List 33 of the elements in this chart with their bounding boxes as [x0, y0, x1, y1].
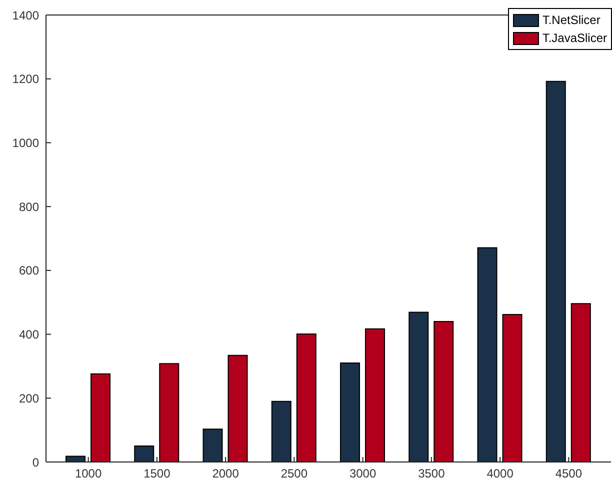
y-tick-label: 0	[32, 455, 40, 470]
bar	[271, 400, 292, 462]
x-tick-label: 3500	[418, 466, 446, 481]
y-tick-label: 1200	[12, 72, 40, 86]
bar	[159, 363, 180, 462]
x-tick-label: 2500	[280, 466, 308, 481]
y-tick-label: 800	[18, 200, 40, 214]
x-tick-label: 4500	[555, 466, 582, 481]
bar	[90, 373, 110, 462]
x-tick-label: 2000	[212, 466, 240, 481]
y-tick-label: 1000	[12, 136, 40, 150]
x-tick-label: 1500	[144, 466, 171, 481]
bar	[340, 362, 360, 462]
bar	[434, 321, 454, 462]
bar	[546, 80, 566, 462]
bar	[570, 303, 591, 462]
y-tick-label: 400	[18, 328, 40, 342]
x-tick-label: 3000	[349, 466, 376, 481]
y-tick-label: 600	[18, 264, 40, 278]
bar	[296, 333, 316, 462]
x-tick-label: 4000	[486, 466, 514, 481]
y-tick-label: 1400	[12, 8, 40, 22]
bar	[228, 354, 248, 462]
bar	[408, 312, 429, 462]
legend-label: T.JavaSlicer	[542, 31, 607, 45]
bar	[502, 314, 522, 462]
bar	[365, 328, 385, 462]
bar	[202, 428, 223, 462]
x-tick-label: 1000	[74, 466, 102, 481]
bar	[134, 446, 154, 462]
legend-label: T.NetSlicer	[542, 13, 600, 27]
y-tick-label: 200	[18, 391, 40, 406]
bar	[477, 247, 498, 462]
